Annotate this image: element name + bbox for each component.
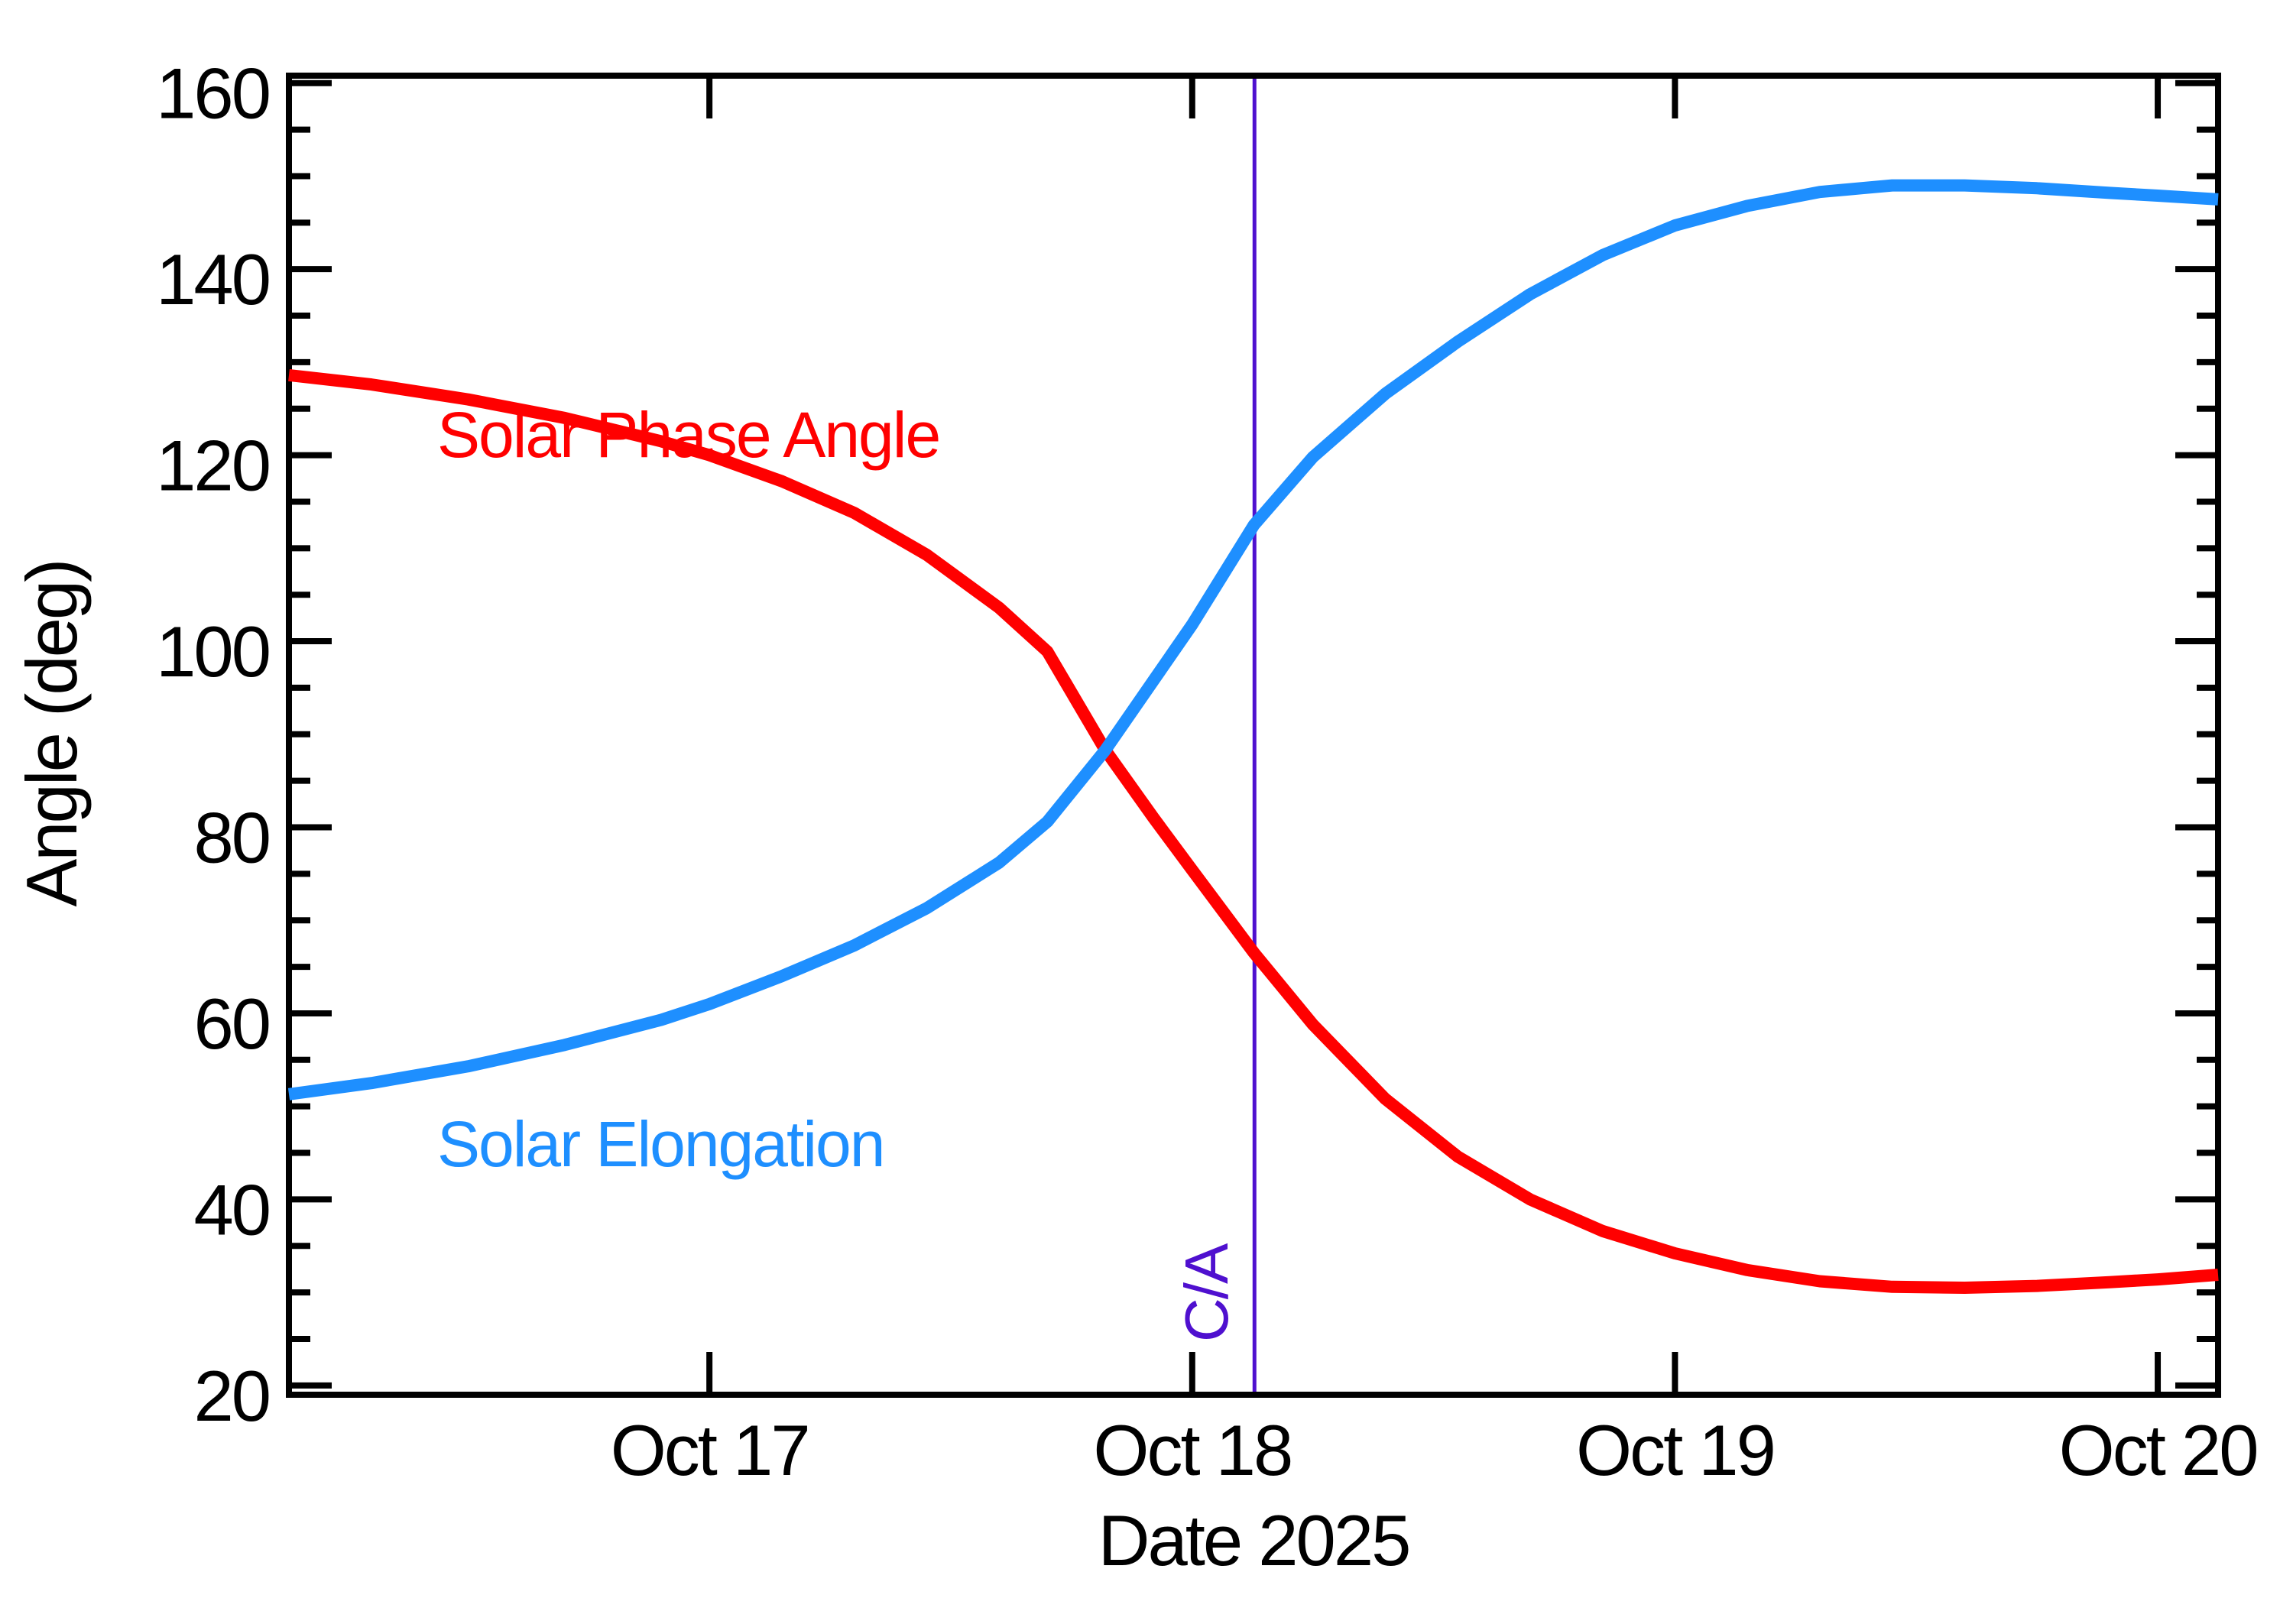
x-tick-label: Oct 20 [2059,1410,2257,1490]
x-tick-label: Oct 19 [1576,1410,1774,1490]
y-tick-label: 80 [193,798,269,878]
solar-elongation-curve [287,179,2219,1100]
y-tick-label: 20 [193,1356,269,1436]
solar-phase-angle-curve [288,368,2219,1294]
x-tick-label: Oct 18 [1093,1410,1291,1490]
y-tick-label: 100 [156,611,269,692]
y-tick-label: 140 [156,239,269,319]
x-tick-label: Oct 17 [611,1410,809,1490]
solar-phase-angle-label: Solar Phase Angle [437,399,939,471]
curves-group [287,179,2219,1294]
close-approach-label: C/A [1172,1243,1241,1342]
y-tick-label: 120 [156,426,269,506]
tick-labels-group: 20 40 60 80 100 120 140 160 Oct 17 Oct 18 Oct 19 Oc… [156,53,2259,1490]
y-tick-label: 60 [193,984,269,1064]
y-tick-label: 160 [156,53,269,134]
solar-elongation-label: Solar Elongation [437,1108,884,1180]
x-axis-label: Date 2025 [1098,1500,1409,1580]
y-tick-label: 40 [193,1169,269,1250]
y-axis-label: Angle (deg) [11,561,92,907]
axes-group [286,73,2221,1398]
